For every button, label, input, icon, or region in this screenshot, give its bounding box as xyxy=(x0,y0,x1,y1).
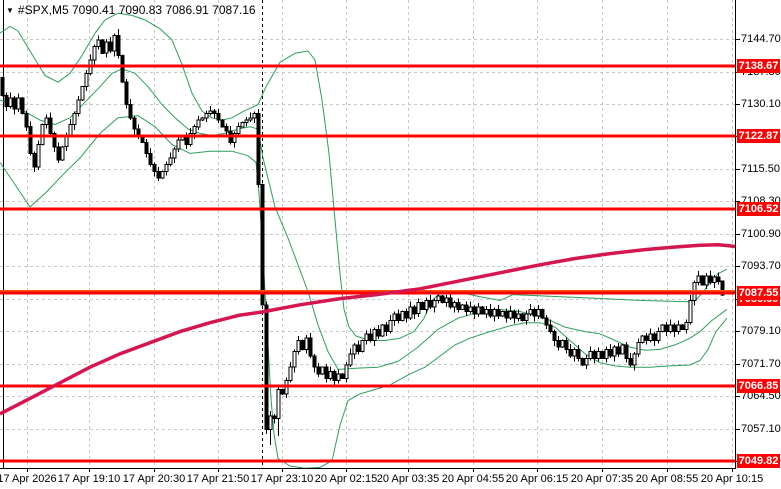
time-tick xyxy=(346,469,347,472)
time-axis-label: 17 Apr 2026 xyxy=(0,473,57,485)
price-axis[interactable]: 7144.707137.307130.107122.907115.507108.… xyxy=(736,0,781,469)
current-price-band[interactable] xyxy=(0,290,735,295)
time-tick xyxy=(154,469,155,472)
price-tick xyxy=(736,39,740,40)
moving-average-line xyxy=(0,242,735,416)
price-axis-label: 7057.10 xyxy=(741,423,781,435)
level-price-label: 7066.85 xyxy=(737,379,780,393)
price-axis-label: 7130.10 xyxy=(741,98,781,110)
time-axis-label: 17 Apr 19:10 xyxy=(57,473,121,485)
time-axis-label: 20 Apr 06:15 xyxy=(505,473,569,485)
price-tick xyxy=(736,234,740,235)
time-tick xyxy=(408,469,409,472)
bollinger-lower-line xyxy=(0,115,728,468)
time-axis[interactable]: 17 Apr 2026 17 Apr 19:10 17 Apr 20:30 17 Ap… xyxy=(0,469,781,489)
time-tick xyxy=(89,469,90,472)
price-tick xyxy=(736,396,740,397)
grid-lines xyxy=(0,0,735,468)
level-price-label: 7049.82 xyxy=(737,454,780,468)
time-axis-label: 20 Apr 03:35 xyxy=(376,473,440,485)
price-axis-label: 7115.50 xyxy=(741,163,780,175)
level-price-label: 7122.87 xyxy=(737,129,780,143)
time-tick xyxy=(732,469,733,472)
level-price-label: 7087.55 xyxy=(737,286,780,300)
time-tick xyxy=(602,469,603,472)
price-axis-label: 7093.70 xyxy=(741,260,781,272)
time-axis-label: 20 Apr 02:15 xyxy=(314,473,378,485)
price-axis-label: 7071.70 xyxy=(741,358,781,370)
time-tick xyxy=(27,469,28,472)
price-tick xyxy=(736,169,740,170)
price-tick xyxy=(736,104,740,105)
chart-title: ▼ #SPX,M5 7090.41 7090.83 7086.91 7087.16 xyxy=(6,3,256,17)
time-axis-label: 20 Apr 08:55 xyxy=(635,473,699,485)
time-axis-label: 20 Apr 04:55 xyxy=(441,473,505,485)
level-price-label: 7138.67 xyxy=(737,59,780,73)
bollinger-bands xyxy=(0,12,728,468)
candlesticks xyxy=(0,34,725,431)
time-axis-label: 20 Apr 10:15 xyxy=(700,473,764,485)
time-tick xyxy=(473,469,474,472)
price-axis-label: 7100.90 xyxy=(741,228,781,240)
price-axis-label: 7144.70 xyxy=(741,33,781,45)
time-tick xyxy=(218,469,219,472)
time-axis-label: 20 Apr 07:35 xyxy=(570,473,634,485)
time-axis-label: 17 Apr 23:10 xyxy=(250,473,314,485)
dropdown-arrow-icon[interactable]: ▼ xyxy=(6,6,14,15)
time-axis-label: 17 Apr 20:30 xyxy=(122,473,186,485)
price-tick xyxy=(736,364,740,365)
price-tick xyxy=(736,429,740,430)
ohlc-close: 7087.16 xyxy=(212,3,256,17)
price-tick xyxy=(736,201,740,202)
price-axis-label: 7079.10 xyxy=(741,325,781,337)
time-axis-label: 17 Apr 21:50 xyxy=(186,473,250,485)
symbol-timeframe-label: #SPX,M5 xyxy=(17,3,69,17)
price-axis-label: 7064.50 xyxy=(741,390,781,402)
price-tick xyxy=(736,266,740,267)
bollinger-middle-line xyxy=(0,68,728,370)
chart-plot-area[interactable] xyxy=(0,0,736,469)
bollinger-upper-line xyxy=(0,12,728,341)
ohlc-low: 7086.91 xyxy=(165,3,209,17)
time-tick xyxy=(667,469,668,472)
price-tick xyxy=(736,331,740,332)
level-price-label: 7106.52 xyxy=(737,202,780,216)
chart-canvas[interactable] xyxy=(0,0,735,468)
time-tick xyxy=(537,469,538,472)
candle-wicks xyxy=(2,28,723,446)
ohlc-open: 7090.41 xyxy=(71,3,116,17)
time-tick xyxy=(282,469,283,472)
ohlc-high: 7090.83 xyxy=(118,3,163,17)
support-resistance-lines[interactable] xyxy=(0,64,735,463)
